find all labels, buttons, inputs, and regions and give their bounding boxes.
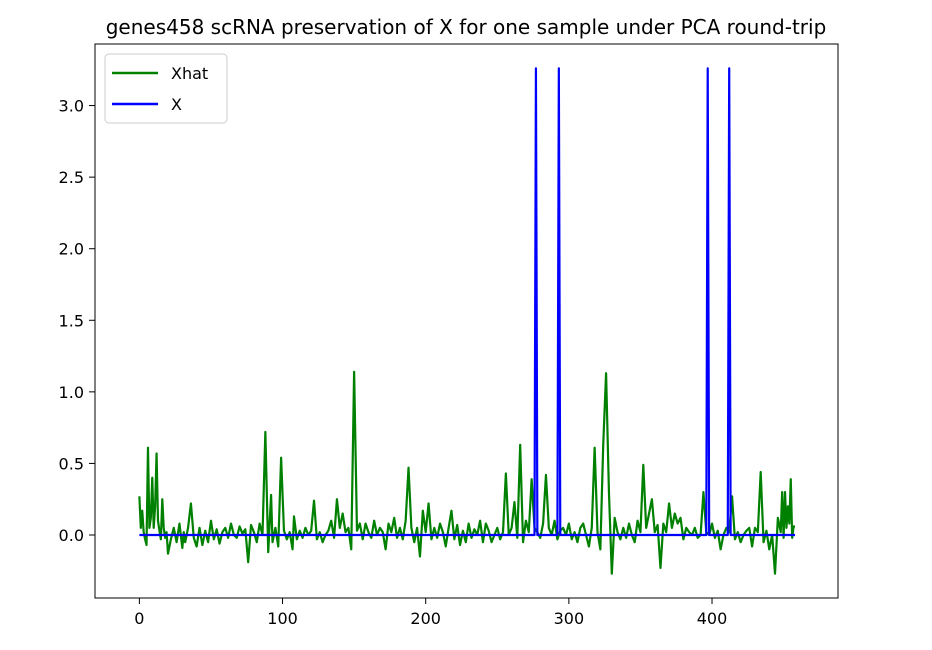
x-axis: 0 100 200 300 400	[134, 598, 727, 628]
y-tick-label: 2.0	[59, 240, 84, 259]
x-tick-label: 200	[410, 609, 441, 628]
x-tick-label: 400	[697, 609, 728, 628]
chart-title: genes458 scRNA preservation of X for one…	[106, 15, 827, 39]
legend-label-xhat: Xhat	[171, 64, 208, 83]
legend: Xhat X	[104, 53, 228, 124]
x-tick-label: 0	[134, 609, 144, 628]
series-layer	[138, 67, 796, 575]
y-tick-label: 1.5	[59, 311, 84, 330]
x-tick-label: 300	[554, 609, 585, 628]
y-tick-label: 0.5	[59, 454, 84, 473]
y-tick-label: 3.0	[59, 97, 84, 116]
y-tick-label: 0.0	[59, 526, 84, 545]
y-axis: 0.0 0.5 1.0 1.5 2.0 2.5 3.0	[59, 97, 95, 545]
y-tick-label: 1.0	[59, 383, 84, 402]
x-tick-label: 100	[267, 609, 298, 628]
legend-label-x: X	[171, 95, 182, 114]
series-line-x	[139, 67, 796, 537]
plot-frame	[94, 43, 839, 599]
y-tick-label: 2.5	[59, 168, 84, 187]
legend-box	[104, 53, 228, 124]
